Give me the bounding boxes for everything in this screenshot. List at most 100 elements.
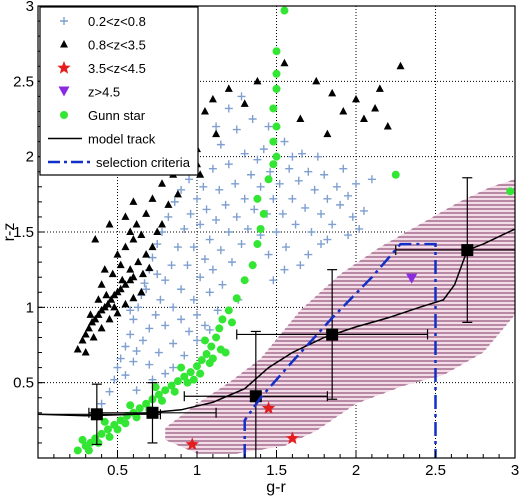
model-track-line — [38, 228, 515, 417]
node-square — [326, 328, 339, 341]
circle-point — [183, 378, 192, 387]
plus-point — [151, 310, 160, 319]
legend-entry: 0.8<z<3.5 — [60, 38, 146, 53]
circle-point — [135, 404, 144, 413]
legend-label: Gunn star — [88, 108, 146, 123]
plus-point — [259, 145, 268, 154]
triangle-up-point — [148, 194, 157, 202]
plus-point — [180, 224, 189, 233]
triangle-up-point — [145, 263, 154, 272]
circle-point — [173, 377, 182, 386]
plus-point — [129, 315, 138, 324]
triangle-up-point — [116, 284, 125, 293]
plus-point — [169, 339, 178, 348]
plus-point — [313, 152, 322, 161]
plus-point — [232, 125, 241, 134]
plus-point — [307, 228, 316, 236]
plus-point — [275, 179, 284, 188]
plus-point — [167, 261, 176, 270]
plus-point — [269, 194, 278, 203]
circle-point — [180, 372, 189, 381]
plus-point — [177, 315, 186, 324]
circle-point — [177, 363, 186, 372]
plus-point — [215, 185, 224, 194]
circle-point — [193, 362, 201, 371]
triangle-up-point — [137, 230, 146, 239]
circle-point — [232, 294, 241, 303]
plus-point — [202, 205, 211, 214]
plus-point — [243, 224, 252, 233]
plus-point — [145, 360, 154, 369]
plus-point — [240, 149, 249, 158]
circle-point — [113, 425, 122, 434]
plus-point — [250, 205, 259, 214]
plus-point — [216, 246, 225, 255]
plus-point — [237, 92, 246, 101]
triangle-up-point — [129, 235, 138, 243]
node-square — [90, 408, 103, 421]
plus-point — [264, 122, 273, 131]
triangle-up-point — [148, 242, 157, 251]
triangle-up-point — [86, 310, 95, 318]
legend-plus-swatch — [60, 17, 68, 25]
plus-point — [352, 179, 360, 188]
plus-point — [173, 243, 182, 252]
triangle-up-point — [91, 314, 100, 323]
plus-point — [224, 228, 233, 236]
triangle-up-point — [173, 189, 182, 198]
circle-point — [103, 425, 112, 434]
plus-point — [280, 137, 289, 146]
x-tick-label: 1 — [193, 462, 201, 479]
plus-point — [196, 273, 205, 282]
triangle-up-point — [129, 272, 138, 281]
triangle-up-point — [121, 280, 130, 288]
series-z>4.5 — [406, 273, 418, 284]
circle-point — [208, 354, 217, 363]
plus-point — [221, 200, 230, 209]
x-tick-label: 1.5 — [266, 462, 287, 479]
plus-point — [200, 321, 209, 330]
triangle-up-point — [328, 88, 337, 97]
x-tick-label: 3 — [511, 462, 519, 479]
plus-point — [240, 194, 249, 203]
plus-point — [310, 185, 319, 194]
triangle-up-point — [126, 227, 135, 235]
legend: 0.2<z<0.8 0.8<z<3.5 3.5<z<4.5 z>4.5 Gunn sta… — [39, 6, 199, 176]
plus-point — [344, 231, 353, 240]
y-tick-label: 3 — [26, 0, 34, 15]
node-square — [461, 244, 474, 257]
triangle-up-point — [359, 114, 368, 122]
plus-point — [237, 240, 246, 249]
legend-entry: 3.5<z<4.5 — [57, 61, 146, 76]
circle-point — [272, 47, 281, 56]
circle-point — [272, 84, 281, 93]
x-axis-title: g-r — [266, 479, 286, 496]
plus-point — [304, 250, 313, 259]
plus-point — [218, 280, 227, 289]
circle-point — [269, 160, 278, 169]
circle-point — [126, 401, 135, 410]
triangle-up-point — [280, 58, 289, 67]
plus-point — [97, 399, 106, 408]
plus-point — [148, 253, 157, 262]
circle-point — [78, 435, 87, 444]
legend-triangle-down-swatch — [58, 86, 70, 97]
plus-point — [132, 386, 141, 395]
circle-point — [391, 170, 400, 179]
triangle-up-point — [137, 287, 146, 296]
plus-point — [105, 387, 114, 396]
plus-point — [134, 303, 143, 312]
triangle-up-point — [107, 295, 116, 303]
y-axis-title: r-z — [1, 223, 18, 242]
triangle-up-point — [73, 345, 82, 353]
model-node — [236, 269, 429, 400]
triangle-up-point — [296, 114, 305, 122]
plus-point — [266, 167, 275, 176]
triangle-up-point — [138, 269, 147, 278]
triangle-up-point — [100, 265, 109, 273]
circle-point — [280, 6, 289, 15]
triangle-up-point — [113, 250, 122, 258]
plus-point — [269, 276, 278, 285]
selection-criteria-line — [243, 242, 437, 458]
y-tick-label: 2.5 — [13, 73, 34, 90]
